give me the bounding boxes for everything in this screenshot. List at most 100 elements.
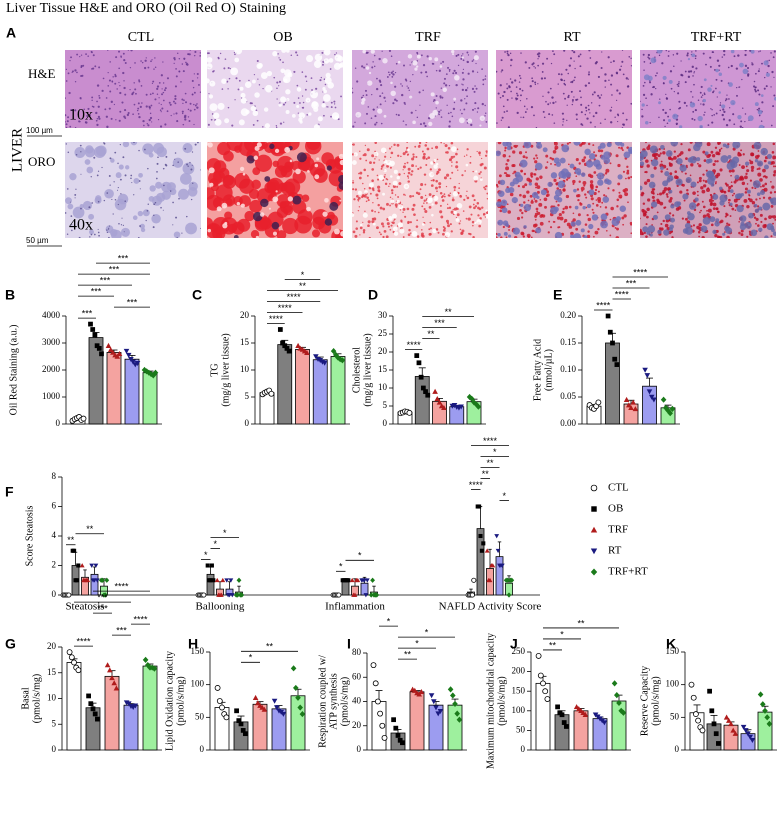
tissue-texture (668, 79, 673, 84)
tissue-texture (319, 79, 322, 82)
tissue-texture (152, 226, 155, 229)
tissue-texture (656, 198, 660, 202)
tissue-texture (535, 126, 538, 128)
data-point (393, 725, 399, 731)
tissue-texture (462, 59, 465, 62)
tissue-texture (522, 155, 526, 159)
tissue-texture (260, 198, 269, 208)
tissue-texture (276, 87, 278, 90)
tissue-texture (467, 232, 471, 235)
tissue-texture (328, 58, 334, 63)
tissue-texture (70, 215, 73, 217)
tissue-texture (409, 195, 412, 198)
tissue-texture (622, 170, 626, 173)
tissue-texture (587, 217, 591, 222)
tissue-texture (424, 183, 427, 186)
tissue-texture (359, 223, 363, 227)
tissue-texture (523, 172, 527, 176)
tissue-texture (306, 206, 311, 212)
tissue-texture (269, 143, 275, 149)
tissue-texture (352, 143, 355, 146)
tissue-texture (710, 202, 713, 205)
data-point (313, 354, 319, 360)
tissue-texture (712, 51, 715, 53)
tissue-texture (234, 172, 250, 189)
tissue-texture (321, 152, 334, 165)
data-point (707, 688, 712, 694)
tissue-texture (748, 212, 754, 219)
data-point (95, 716, 100, 722)
tissue-texture (323, 89, 327, 94)
tissue-texture (760, 147, 768, 156)
tissue-texture (553, 122, 556, 124)
tissue-texture (151, 195, 163, 206)
tissue-texture (291, 114, 296, 118)
tissue-texture (700, 103, 702, 105)
tissue-texture (143, 124, 145, 127)
tissue-texture (153, 214, 155, 217)
tissue-texture (650, 173, 655, 178)
data-point (391, 717, 396, 723)
tissue-texture (252, 123, 255, 126)
tissue-texture (80, 66, 83, 69)
tissue-texture (751, 201, 756, 205)
tissue-texture (108, 175, 111, 177)
tissue-texture (427, 156, 431, 160)
panel-letter: H (188, 636, 198, 652)
row-label: H&E (28, 66, 56, 81)
tissue-texture (573, 188, 577, 193)
tissue-texture (189, 161, 191, 164)
tissue-texture (760, 185, 762, 188)
tissue-texture (659, 192, 663, 196)
tissue-texture (133, 103, 136, 106)
tissue-texture (151, 59, 153, 61)
tissue-texture (498, 174, 502, 178)
tissue-texture (213, 70, 215, 72)
tissue-texture (255, 235, 259, 238)
data-point (76, 563, 81, 568)
data-point (607, 329, 613, 335)
tissue-texture (611, 94, 613, 96)
tissue-texture (84, 159, 91, 165)
tissue-texture (718, 69, 720, 71)
tissue-texture (752, 180, 761, 189)
tissue-texture (739, 62, 744, 68)
tissue-texture (192, 182, 194, 184)
tissue-texture (708, 153, 712, 157)
tissue-texture (134, 62, 136, 64)
tissue-texture (580, 103, 583, 106)
tissue-texture (418, 142, 422, 145)
tissue-texture (603, 157, 611, 164)
tissue-texture (114, 198, 117, 201)
tissue-texture (376, 174, 379, 177)
tissue-texture (699, 124, 703, 128)
tissue-texture (484, 104, 486, 107)
tissue-texture (367, 80, 373, 86)
data-point (669, 405, 676, 412)
data-point (723, 714, 730, 720)
tissue-texture (702, 205, 706, 209)
tissue-texture (743, 199, 748, 203)
tissue-texture (646, 207, 650, 212)
tissue-texture (577, 171, 582, 176)
tissue-texture (535, 154, 538, 157)
tissue-texture (409, 80, 412, 83)
tissue-texture (423, 199, 426, 202)
tissue-texture (660, 170, 663, 173)
tissue-texture (262, 126, 264, 128)
tissue-texture (676, 201, 682, 206)
tissue-texture (575, 113, 578, 116)
y-tick-label: 60 (352, 671, 362, 681)
tissue-texture (111, 198, 113, 201)
tissue-texture (418, 144, 421, 147)
tissue-texture (172, 100, 175, 103)
tissue-texture (287, 196, 293, 202)
tissue-texture (432, 228, 437, 234)
micrograph (65, 142, 201, 238)
column-label: RT (563, 30, 580, 45)
tissue-texture (97, 115, 100, 118)
tissue-texture (359, 171, 363, 175)
tissue-texture (678, 81, 680, 83)
y-tick-label: 0.20 (560, 310, 576, 320)
tissue-texture (246, 155, 255, 164)
